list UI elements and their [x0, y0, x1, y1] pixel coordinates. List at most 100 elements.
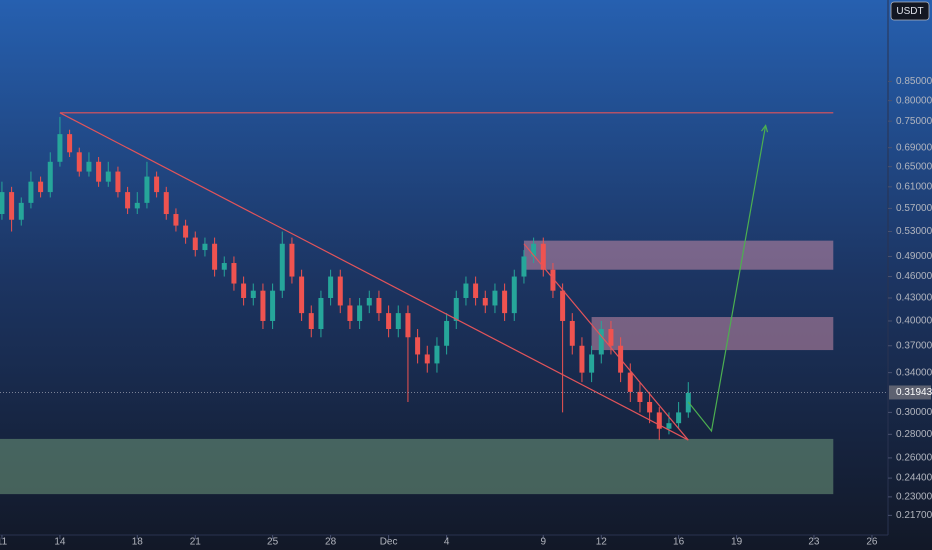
candle-body	[463, 283, 469, 298]
trend-line	[687, 125, 767, 433]
zone	[0, 438, 834, 495]
y-tick-label: 0.65000	[896, 161, 932, 172]
candle-body	[144, 176, 150, 203]
candle-body	[579, 345, 585, 373]
candle-body	[598, 329, 604, 355]
candle-body	[656, 412, 662, 429]
candle-body	[57, 134, 63, 162]
candle-body	[270, 290, 276, 321]
candle-body	[9, 192, 15, 220]
candle-body	[299, 276, 305, 314]
candle-body	[202, 243, 208, 251]
candle-body	[357, 305, 363, 321]
candle-body	[47, 161, 53, 193]
candle-body	[231, 263, 237, 284]
trend-line	[59, 112, 689, 441]
candle-body	[395, 313, 401, 330]
candle-body	[521, 256, 527, 277]
candle-body	[386, 313, 392, 330]
candle-body	[453, 297, 459, 321]
x-tick-label: 19	[731, 537, 743, 548]
candle-body	[589, 354, 595, 373]
candle-body	[502, 290, 508, 314]
x-tick-label: 14	[54, 537, 66, 548]
candle-body	[173, 214, 179, 226]
x-tick-label: 16	[673, 537, 685, 548]
candle-body	[337, 276, 343, 306]
candle-body	[18, 202, 24, 220]
candle-body	[241, 283, 247, 298]
candle-body	[289, 243, 295, 277]
y-tick-label: 0.21700	[896, 510, 932, 521]
y-tick-label: 0.43000	[896, 293, 932, 304]
x-tick-label: 11	[0, 537, 8, 548]
candle-body	[492, 290, 498, 306]
candle-body	[183, 225, 189, 238]
candle-body	[531, 243, 537, 257]
candle-body	[0, 192, 5, 215]
candle-body	[676, 412, 682, 424]
y-tick-label: 0.37000	[896, 340, 932, 351]
y-tick-label: 0.75000	[896, 116, 932, 127]
candle-body	[96, 161, 102, 182]
candle-body	[473, 283, 479, 298]
y-tick-label: 0.34000	[896, 367, 932, 378]
trend-line	[523, 243, 689, 441]
y-tick-label: 0.40000	[896, 316, 932, 327]
x-tick-label: 4	[444, 537, 450, 548]
candle-body	[434, 345, 440, 364]
candle-body	[318, 297, 324, 330]
candle-body	[212, 243, 218, 270]
x-tick-label: 26	[866, 537, 878, 548]
y-tick-label: 0.46000	[896, 271, 932, 282]
candle-body	[366, 297, 372, 306]
drawings	[59, 112, 834, 441]
candle-body	[192, 237, 198, 251]
currency-button[interactable]	[890, 1, 930, 21]
candle-body	[444, 320, 450, 346]
candle-body	[627, 372, 633, 392]
candle-body	[511, 276, 517, 314]
candle-body	[163, 192, 169, 215]
candle-body	[279, 243, 285, 291]
x-tick-label: 25	[267, 537, 279, 548]
candle-body	[86, 161, 92, 172]
y-tick-label: 0.53000	[896, 226, 932, 237]
candle-body	[38, 181, 44, 193]
y-tick-label: 0.26000	[896, 453, 932, 464]
candle-body	[154, 176, 160, 193]
zones	[0, 240, 834, 495]
x-tick-label: 12	[596, 537, 608, 548]
candle-body	[221, 263, 227, 270]
y-tick-label: 0.69000	[896, 142, 932, 153]
currency-label: USDT	[896, 6, 923, 17]
y-tick-label: 0.28000	[896, 429, 932, 440]
candle-body	[647, 401, 653, 413]
arrow-head	[761, 124, 769, 133]
zone	[591, 317, 834, 351]
x-tick-label: 23	[808, 537, 820, 548]
candle-body	[328, 276, 334, 298]
axes: 0.85000 0.80000 0.75000 0.69000 0.65000 0.610…	[0, 76, 932, 548]
y-tick-label: 0.85000	[896, 76, 932, 87]
candle-body	[482, 297, 488, 306]
candle-body	[666, 423, 672, 429]
y-tick-label: 0.24400	[896, 473, 932, 484]
candle-body	[134, 202, 140, 209]
price-label-bg	[889, 385, 931, 400]
x-tick-label: Dec	[380, 537, 398, 548]
y-tick-label: 0.23000	[896, 492, 932, 503]
candle-body	[637, 391, 643, 402]
candle-body	[28, 181, 34, 203]
candle-body	[347, 305, 353, 321]
candle-body	[115, 171, 121, 193]
zone	[523, 240, 834, 270]
candle-body	[550, 269, 556, 291]
candle-body	[125, 192, 131, 209]
y-tick-label: 0.61000	[896, 181, 932, 192]
candle-body	[569, 320, 575, 346]
x-tick-label: 18	[132, 537, 144, 548]
candle-body	[105, 171, 111, 182]
candle-body	[608, 329, 614, 346]
